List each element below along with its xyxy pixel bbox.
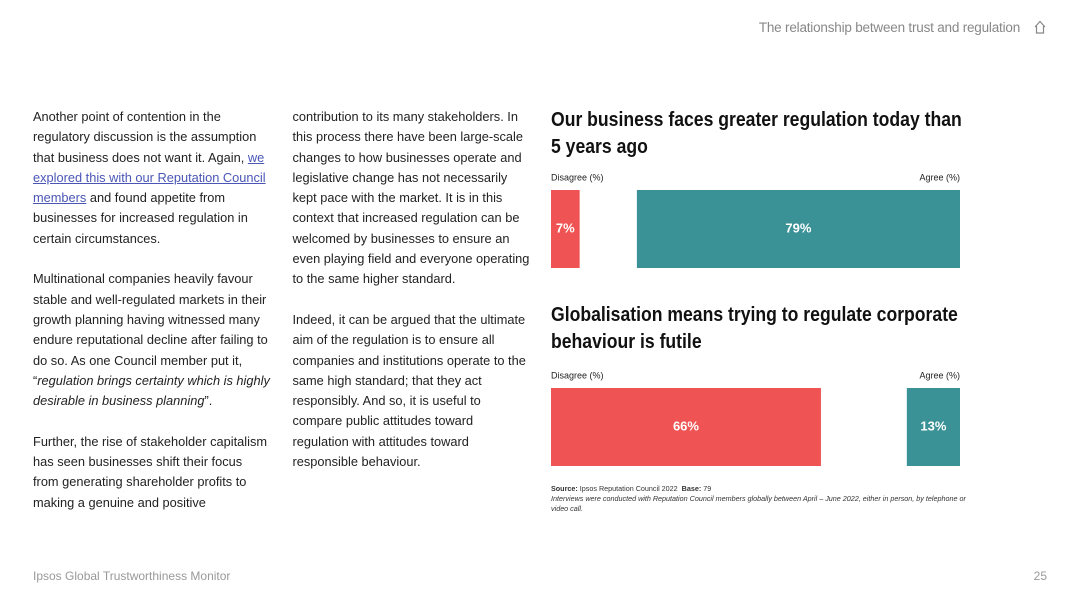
- text: ”.: [204, 393, 213, 409]
- bar: [906, 388, 960, 466]
- legend-label: Agree (%): [919, 370, 960, 380]
- value-label: 66%: [673, 418, 699, 433]
- header-title: The relationship between trust and regul…: [758, 20, 1020, 35]
- chart: Disagree (%) 7% Agree (%) 79%: [551, 172, 960, 268]
- chart: Disagree (%) 66% Agree (%) 13%: [551, 370, 960, 466]
- legend-label: Disagree (%): [551, 172, 604, 182]
- value-label: 13%: [920, 418, 946, 433]
- legend-label: Disagree (%): [551, 370, 604, 380]
- base-value: 79: [703, 484, 712, 493]
- source-detail: Interviews were conducted with Reputatio…: [551, 494, 966, 513]
- bar: [636, 190, 960, 268]
- home-icon[interactable]: [1033, 19, 1047, 35]
- paragraph: Indeed, it can be argued that the ultima…: [292, 311, 526, 470]
- value-label: 7%: [556, 220, 575, 235]
- paragraph: Multinational companies heavily favour s…: [33, 269, 271, 411]
- bar: [551, 388, 821, 466]
- source-text: Ipsos Reputation Council 2022: [579, 484, 678, 493]
- bar: [551, 190, 580, 268]
- chart-title: Globalisation means trying to regulate c…: [551, 304, 958, 353]
- value-label: 79%: [785, 220, 811, 235]
- source-note: Source: Ipsos Reputation Council 2022 Ba…: [551, 484, 971, 514]
- footer-title: Ipsos Global Trustworthiness Monitor: [33, 569, 231, 583]
- link[interactable]: we explored this with our Reputation Cou…: [33, 149, 266, 206]
- text: and found appetite from businesses for i…: [33, 190, 248, 246]
- text: Multinational companies heavily favour s…: [33, 271, 268, 388]
- legend-label: Agree (%): [919, 172, 960, 182]
- text: Another point of contention in the regul…: [33, 109, 257, 165]
- base-label: Base:: [681, 484, 702, 493]
- quote: regulation brings certainty which is hig…: [33, 372, 270, 409]
- body-text: Another point of contention in the regul…: [33, 107, 530, 517]
- chart-title: Our business faces greater regulation to…: [551, 109, 962, 158]
- paragraph: Further, the rise of stakeholder capital…: [33, 109, 530, 510]
- source-label: Source:: [551, 484, 578, 493]
- page-number: 25: [1033, 569, 1047, 583]
- paragraph: Another point of contention in the regul…: [33, 107, 271, 249]
